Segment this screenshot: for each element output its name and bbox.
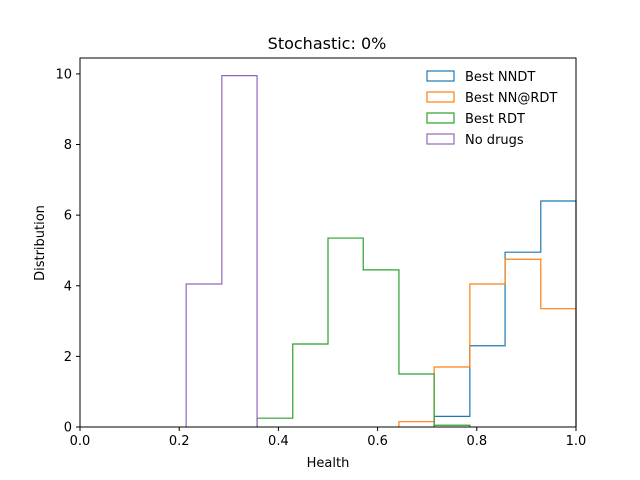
x-tick-label: 0.6	[367, 434, 388, 449]
y-axis-ticks: 0 2 4 6 8 10	[55, 67, 80, 436]
series-step-2	[256, 237, 471, 427]
x-tick-label: 0.8	[466, 434, 487, 449]
chart-title: Stochastic: 0%	[268, 34, 387, 53]
legend-swatch-1	[426, 91, 455, 103]
x-tick-label: 0.2	[169, 434, 190, 449]
legend-label-0: Best NNDT	[465, 70, 535, 85]
legend-swatch-3	[426, 133, 455, 145]
y-tick-label: 6	[64, 209, 72, 224]
y-tick-label: 8	[64, 138, 72, 153]
x-tick-label: 0.4	[268, 434, 289, 449]
x-tick-label: 1.0	[566, 434, 587, 449]
series-step-3	[185, 75, 258, 427]
series-step-0	[433, 200, 577, 427]
x-axis-label: Health	[307, 456, 350, 471]
legend-label-3: No drugs	[465, 133, 524, 148]
x-axis-ticks: 0.0 0.2 0.4 0.6 0.8 1.0	[70, 427, 587, 449]
y-axis-label: Distribution	[33, 205, 48, 281]
series-layer	[185, 75, 577, 427]
legend-label-1: Best NN@RDT	[465, 91, 557, 106]
legend-swatch-2	[426, 112, 455, 124]
legend: Best NNDT Best NN@RDT Best RDT No drugs	[420, 64, 570, 154]
plot-frame	[79, 57, 577, 428]
legend-label-2: Best RDT	[465, 112, 525, 127]
legend-box	[420, 64, 570, 154]
series-step-1	[398, 258, 577, 427]
legend-swatch-0	[426, 70, 455, 82]
y-tick-label: 10	[55, 67, 72, 82]
x-tick-label: 0.0	[70, 434, 91, 449]
y-tick-label: 0	[64, 421, 72, 436]
y-tick-label: 2	[64, 350, 72, 365]
y-tick-label: 4	[64, 279, 72, 294]
